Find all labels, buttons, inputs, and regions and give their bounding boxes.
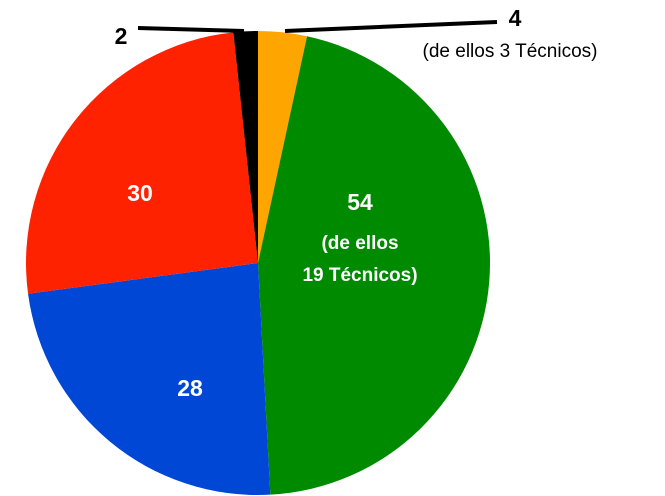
annotation: (de ellos	[321, 233, 398, 254]
data-label: 30	[127, 180, 153, 206]
data-label: 4	[509, 5, 522, 31]
data-label: 2	[115, 23, 128, 49]
pie-slice	[258, 36, 490, 495]
leader-line	[284, 20, 498, 33]
pie-slice	[233, 31, 258, 263]
annotation: (de ellos 3 Técnicos)	[423, 41, 598, 62]
pie-slice	[28, 263, 271, 495]
data-label: 54	[347, 189, 373, 215]
leader-line	[137, 26, 245, 33]
annotation: 19 Técnicos)	[302, 265, 417, 286]
pie-slice	[258, 31, 308, 263]
pie-slice	[26, 32, 259, 294]
data-label: 28	[177, 375, 203, 401]
